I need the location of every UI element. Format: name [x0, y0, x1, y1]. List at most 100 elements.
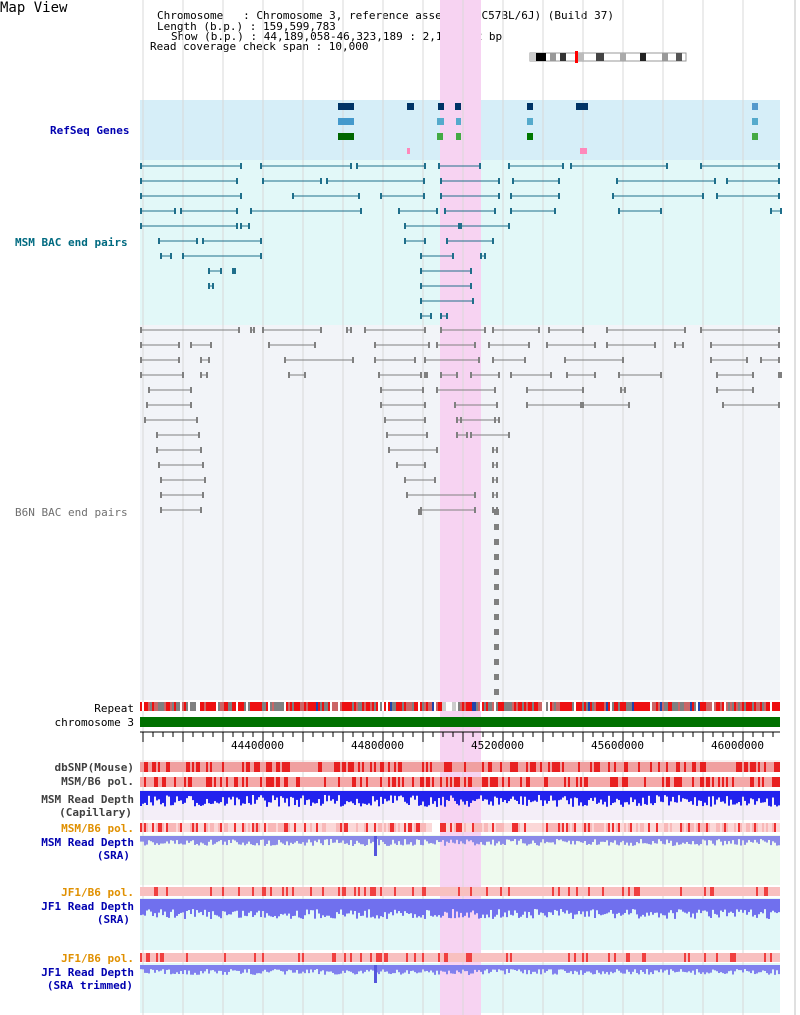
jf1-depth-trim: [192, 965, 194, 975]
jf1-depth-sra: [454, 899, 456, 919]
msm-bac-pair-end: [436, 208, 438, 214]
msm-depth-capillary: [198, 791, 200, 805]
repeat-segment: [662, 702, 664, 711]
dbsnp-heat: [702, 762, 704, 772]
msm-pol2-heat: [498, 823, 500, 832]
jf1-depth-sra: [534, 899, 536, 910]
repeat-segment: [256, 702, 258, 711]
msm-depth-sra: [164, 836, 166, 844]
jf1-pol-heat: [546, 887, 548, 896]
msm-pol2-heat: [432, 823, 434, 832]
msm-depth-capillary: [312, 791, 314, 803]
msm-pol2-heat: [258, 823, 260, 832]
jf1-pol2-heat: [424, 953, 426, 962]
msm-depth-sra: [308, 836, 310, 840]
msm-depth-sra: [586, 836, 588, 845]
b6n-bac-pair-end: [492, 462, 494, 468]
jf1-pol2-heat: [358, 953, 360, 962]
msm-depth-sra: [382, 836, 384, 842]
jf1-pol2-heat: [628, 953, 630, 962]
msm-depth-capillary: [558, 791, 560, 801]
jf1-depth-sra: [584, 899, 586, 917]
jf1-pol-heat: [656, 887, 658, 896]
jf1-depth-sra: [524, 899, 526, 912]
msm-depth-capillary: [254, 791, 256, 804]
b6n-bac-pair-end: [210, 342, 212, 348]
msm-pol-heat: [294, 777, 296, 787]
msm-pol-heat: [496, 777, 498, 787]
msm-depth-capillary: [318, 791, 320, 800]
jf1-pol2-heat: [544, 953, 546, 962]
msm-pol-heat: [594, 777, 596, 787]
b6n-bac-pair-end: [250, 327, 252, 333]
msm-bac-pair-end: [240, 223, 242, 229]
jf1-depth-trim: [642, 965, 644, 972]
repeat-segment: [470, 702, 472, 711]
ideogram-band: [560, 53, 566, 61]
msm-pol-heat: [176, 777, 178, 787]
repeat-segment: [282, 702, 284, 711]
jf1-pol2-heat: [338, 953, 340, 962]
msm-depth-sra: [336, 836, 338, 840]
jf1-depth-trim: [684, 965, 686, 973]
msm-depth-sra: [300, 836, 302, 844]
b6n-bac-end: [494, 524, 499, 530]
dbsnp-heat: [394, 762, 396, 772]
dbsnp-heat: [434, 762, 436, 772]
msm-depth-sra: [748, 836, 750, 841]
jf1-pol2-heat: [534, 953, 536, 962]
b6n-bac-pair-end: [746, 357, 748, 363]
jf1-depth-sra: [518, 899, 520, 918]
jf1-pol2-heat: [284, 953, 286, 962]
msm-pol2-heat: [178, 823, 180, 832]
msm-pol-heat: [264, 777, 266, 787]
b6n-bac-pair-end: [778, 342, 780, 348]
repeat-segment: [272, 702, 274, 711]
jf1-depth-sra: [266, 899, 268, 914]
jf1-depth-sra: [530, 899, 532, 916]
msm-pol-heat: [662, 777, 664, 787]
dbsnp-heat: [316, 762, 318, 772]
msm-depth-sra: [576, 836, 578, 841]
msm-pol-heat: [222, 777, 224, 787]
b6n-bac-pair-end: [140, 327, 142, 333]
jf1-pol-heat: [190, 887, 192, 896]
dbsnp-heat: [454, 762, 456, 772]
b6n-bac-pair-end: [496, 402, 498, 408]
msm-pol2-heat: [584, 823, 586, 832]
msm-depth-sra: [226, 836, 228, 846]
msm-depth-sra: [156, 836, 158, 844]
b6n-bac-pair-end: [594, 372, 596, 378]
jf1-depth-trim: [314, 965, 316, 970]
repeat-segment: [480, 702, 482, 711]
jf1-pol2-heat: [626, 953, 628, 962]
repeat-segment: [550, 702, 552, 711]
jf1-pol2-heat: [580, 953, 582, 962]
msm-pol2-heat: [466, 823, 468, 832]
track-label-jf1-depth-trim-sub: (SRA trimmed): [46, 979, 133, 992]
dbsnp-heat: [266, 762, 268, 772]
msm-pol-heat: [678, 777, 680, 787]
msm-pol-heat: [140, 777, 142, 787]
jf1-depth-sra: [688, 899, 690, 912]
b6n-bac-pair-end: [494, 387, 496, 393]
repeat-segment: [384, 702, 386, 711]
msm-pol-heat: [452, 777, 454, 787]
dbsnp-heat: [362, 762, 364, 772]
jf1-depth-trim: [634, 965, 636, 970]
jf1-pol2-heat: [596, 953, 598, 962]
msm-pol2-heat: [506, 823, 508, 832]
msm-depth-sra: [736, 836, 738, 845]
refseq-gene: [752, 133, 758, 140]
msm-pol-heat: [476, 777, 478, 787]
msm-depth-capillary: [734, 791, 736, 805]
b6n-bac-pair-end: [498, 372, 500, 378]
jf1-pol-heat: [356, 887, 358, 896]
msm-depth-sra: [190, 836, 192, 842]
jf1-depth-sra: [244, 899, 246, 916]
jf1-depth-sra: [308, 899, 310, 915]
msm-depth-capillary: [184, 791, 186, 803]
jf1-pol2-heat: [748, 953, 750, 962]
msm-depth-capillary: [596, 791, 598, 804]
